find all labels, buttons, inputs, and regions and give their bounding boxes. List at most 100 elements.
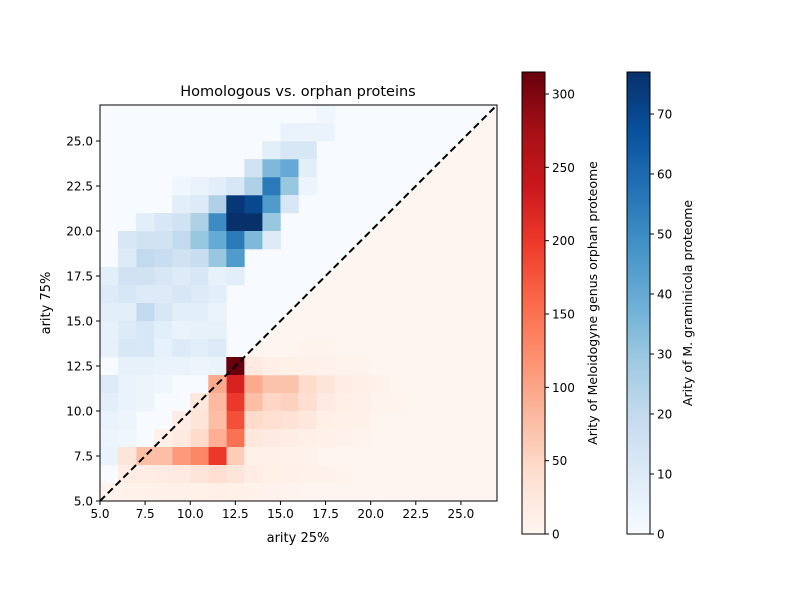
orphan-heatmap-cell bbox=[208, 465, 227, 484]
orphan-heatmap-cell bbox=[244, 375, 263, 394]
orphan-heatmap-cell bbox=[334, 411, 353, 430]
graminicola-heatmap-cell bbox=[172, 303, 191, 322]
graminicola-heatmap-cell bbox=[136, 249, 155, 268]
graminicola-heatmap-cell bbox=[280, 195, 299, 214]
colorbar-tick-label: 0 bbox=[552, 528, 560, 542]
graminicola-heatmap-cell bbox=[280, 177, 299, 196]
graminicola-heatmap-cell bbox=[100, 411, 119, 430]
orphan-heatmap-cell bbox=[208, 429, 227, 448]
orphan-heatmap-cell bbox=[298, 465, 317, 484]
y-tick-label: 17.5 bbox=[66, 270, 93, 284]
orphan-heatmap-cell bbox=[190, 465, 209, 484]
orphan-heatmap-cell bbox=[334, 357, 353, 376]
y-tick-label: 20.0 bbox=[66, 225, 93, 239]
colorbar-tick-label: 300 bbox=[552, 88, 575, 102]
orphan-heatmap-cell bbox=[244, 465, 263, 484]
colorbar-tick-label: 50 bbox=[552, 454, 567, 468]
graminicola-heatmap-cell bbox=[262, 177, 281, 196]
graminicola-heatmap-cell bbox=[208, 357, 227, 376]
colorbar-tick-label: 200 bbox=[552, 234, 575, 248]
orphan-heatmap-cell bbox=[352, 375, 371, 394]
graminicola-heatmap-cell bbox=[244, 195, 263, 214]
graminicola-heatmap-cell bbox=[136, 393, 155, 412]
colorbar-tick-label: 150 bbox=[552, 308, 575, 322]
graminicola-heatmap-cell bbox=[208, 249, 227, 268]
graminicola-heatmap-cell bbox=[118, 339, 137, 358]
colorbar-bar bbox=[626, 71, 651, 535]
graminicola-heatmap-cell bbox=[172, 231, 191, 250]
orphan-heatmap-cell bbox=[316, 411, 335, 430]
colorbar-orphan-label: Arity of Meloidogyne genus orphan proteo… bbox=[585, 161, 600, 445]
y-axis-label: arity 75% bbox=[39, 272, 54, 335]
orphan-heatmap-cell bbox=[280, 465, 299, 484]
orphan-heatmap-cell bbox=[208, 483, 227, 502]
y-tick-label: 22.5 bbox=[66, 180, 93, 194]
graminicola-heatmap-cell bbox=[298, 123, 317, 142]
graminicola-heatmap-cell bbox=[262, 141, 281, 160]
graminicola-heatmap-cell bbox=[136, 213, 155, 232]
graminicola-heatmap-cell bbox=[154, 267, 173, 286]
orphan-heatmap-cell bbox=[118, 447, 137, 466]
orphan-heatmap-cell bbox=[280, 447, 299, 466]
orphan-heatmap-cell bbox=[352, 393, 371, 412]
orphan-heatmap-cell bbox=[334, 465, 353, 484]
graminicola-heatmap-cell bbox=[208, 231, 227, 250]
orphan-heatmap-cell bbox=[280, 429, 299, 448]
graminicola-heatmap-cell bbox=[154, 375, 173, 394]
graminicola-heatmap-cell bbox=[154, 339, 173, 358]
graminicola-heatmap-cell bbox=[172, 177, 191, 196]
colorbar-tick-label: 70 bbox=[657, 108, 672, 122]
x-tick-label: 20.0 bbox=[357, 507, 384, 521]
orphan-heatmap-cell bbox=[316, 357, 335, 376]
orphan-heatmap-cell bbox=[334, 429, 353, 448]
orphan-heatmap-cell bbox=[154, 447, 173, 466]
orphan-heatmap-cell bbox=[262, 357, 281, 376]
orphan-heatmap-cell bbox=[244, 411, 263, 430]
graminicola-heatmap-cell bbox=[136, 375, 155, 394]
x-axis-label: arity 25% bbox=[267, 531, 330, 546]
orphan-heatmap-cell bbox=[262, 411, 281, 430]
colorbar-tick-label: 0 bbox=[657, 528, 665, 542]
x-tick-label: 5.0 bbox=[90, 507, 109, 521]
graminicola-heatmap-cell bbox=[298, 159, 317, 178]
orphan-heatmap-cell bbox=[298, 447, 317, 466]
orphan-heatmap-cell bbox=[280, 483, 299, 502]
graminicola-heatmap-cell bbox=[118, 429, 137, 448]
orphan-heatmap-cell bbox=[226, 375, 245, 394]
orphan-heatmap-cell bbox=[226, 429, 245, 448]
orphan-heatmap-cell bbox=[370, 375, 390, 394]
graminicola-heatmap-cell bbox=[118, 231, 137, 250]
graminicola-heatmap-cell bbox=[118, 411, 137, 430]
colorbar-bar bbox=[521, 71, 546, 535]
graminicola-heatmap-cell bbox=[100, 303, 119, 322]
orphan-heatmap-cell bbox=[280, 393, 299, 412]
x-tick-label: 22.5 bbox=[402, 507, 429, 521]
graminicola-heatmap-cell bbox=[118, 393, 137, 412]
graminicola-heatmap-cell bbox=[136, 321, 155, 340]
orphan-heatmap-cell bbox=[262, 447, 281, 466]
graminicola-heatmap-cell bbox=[262, 213, 281, 232]
x-tick-label: 10.0 bbox=[177, 507, 204, 521]
orphan-heatmap-cell bbox=[334, 393, 353, 412]
graminicola-heatmap-cell bbox=[226, 213, 245, 232]
graminicola-heatmap-cell bbox=[172, 213, 191, 232]
graminicola-heatmap-cell bbox=[226, 249, 245, 268]
graminicola-heatmap-cell bbox=[244, 213, 263, 232]
graminicola-heatmap-cell bbox=[190, 303, 209, 322]
graminicola-heatmap-cell bbox=[190, 195, 209, 214]
graminicola-heatmap-cell bbox=[190, 267, 209, 286]
graminicola-heatmap-cell bbox=[208, 285, 227, 304]
graminicola-heatmap-cell bbox=[316, 123, 335, 142]
graminicola-heatmap-cell bbox=[172, 339, 191, 358]
orphan-heatmap-cell bbox=[298, 429, 317, 448]
colorbar-tick-label: 10 bbox=[657, 468, 672, 482]
orphan-heatmap-cell bbox=[334, 375, 353, 394]
y-tick-label: 15.0 bbox=[66, 315, 93, 329]
graminicola-heatmap-cell bbox=[136, 231, 155, 250]
graminicola-heatmap-cell bbox=[208, 321, 227, 340]
graminicola-heatmap-cell bbox=[100, 447, 119, 466]
graminicola-heatmap-cell bbox=[118, 267, 137, 286]
orphan-heatmap-cell bbox=[172, 429, 191, 448]
graminicola-heatmap-cell bbox=[208, 303, 227, 322]
colorbar-tick-label: 60 bbox=[657, 168, 672, 182]
